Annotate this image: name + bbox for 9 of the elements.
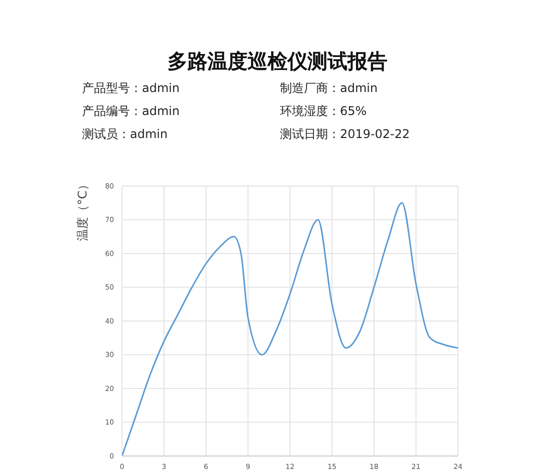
text: 产品型号：admin [82, 80, 180, 97]
line-series [122, 202, 458, 456]
text: 产品编号：admin [82, 103, 180, 120]
chart-title: 多路温度巡检仪测试报告 [166, 48, 388, 75]
text: 测试日期：2019-02-22 [280, 126, 410, 143]
text: 环境湿度：65% [280, 103, 367, 120]
y-axis-title: 温度（°C） [75, 178, 90, 241]
text: 测试员：admin [82, 126, 168, 143]
text: 制造厂商：admin [280, 80, 378, 97]
